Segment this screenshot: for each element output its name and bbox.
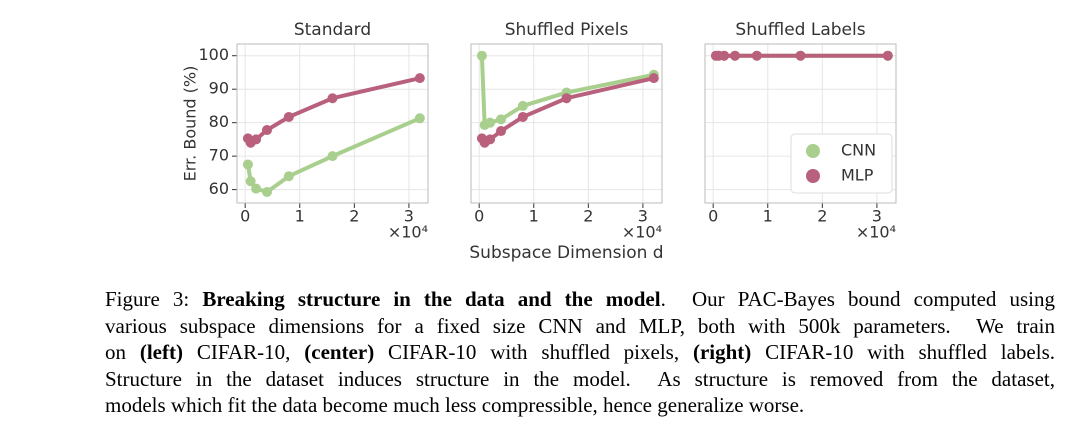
- x-offset-label: ×10⁴: [622, 223, 662, 242]
- data-point: [751, 50, 762, 61]
- caption-line: Figure 3: Breaking structure in the data…: [105, 286, 1055, 313]
- x-tick-label: 0: [708, 207, 718, 226]
- x-tick-label: 2: [349, 207, 359, 226]
- caption-text: CIFAR-10,: [183, 340, 305, 365]
- data-point: [414, 73, 425, 84]
- caption-text: on: [105, 340, 140, 365]
- caption-bold: (center): [304, 340, 375, 365]
- x-tick-label: 3: [872, 207, 882, 226]
- x-axis-label: Subspace Dimension d: [469, 243, 663, 263]
- data-point: [648, 73, 659, 84]
- data-point: [414, 113, 425, 124]
- data-point: [476, 50, 487, 61]
- series-line: [246, 76, 421, 145]
- caption-text: Figure 3:: [105, 287, 203, 311]
- x-tick-label: 3: [404, 207, 414, 226]
- data-point: [485, 117, 496, 128]
- y-tick-label: 80: [209, 112, 229, 131]
- data-point: [517, 100, 528, 111]
- caption-text: . Our PAC-Bayes bound computed using: [660, 287, 1055, 311]
- x-tick-label: 1: [295, 207, 305, 226]
- x-tick-label: 1: [763, 207, 773, 226]
- y-tick-label: 60: [209, 179, 229, 198]
- legend-label: MLP: [841, 166, 874, 185]
- caption-text: models which fit the data become much le…: [105, 393, 805, 418]
- data-point: [242, 159, 253, 170]
- caption-line: various subspace dimensions for a fixed …: [105, 313, 1055, 340]
- panel-title: Shuffled Pixels: [505, 20, 629, 40]
- caption-bold: (left): [139, 340, 183, 365]
- data-point: [561, 93, 572, 104]
- plot-frame: [470, 43, 663, 204]
- data-point: [245, 176, 256, 187]
- data-point: [730, 50, 741, 61]
- panel-title: Standard: [294, 20, 371, 40]
- caption-text: Structure in the dataset induces structu…: [105, 366, 1055, 391]
- caption-line: Structure in the dataset induces structu…: [105, 366, 1055, 393]
- caption-line: on (left) CIFAR-10, (center) CIFAR-10 wi…: [105, 339, 1055, 366]
- plot-frame: [704, 43, 897, 204]
- caption-line: models which fit the data become much le…: [105, 392, 1055, 419]
- x-tick-label: 0: [240, 207, 250, 226]
- x-tick-label: 1: [529, 207, 539, 226]
- data-point: [485, 134, 496, 145]
- data-point: [496, 114, 507, 125]
- data-point: [795, 50, 806, 61]
- x-tick-label: 2: [817, 207, 827, 226]
- panel-title: Shuffled Labels: [735, 20, 865, 40]
- caption-text: CIFAR-10 with shuffled pixels,: [374, 340, 693, 365]
- x-tick-label: 2: [583, 207, 593, 226]
- legend-label: CNN: [841, 141, 876, 160]
- data-point: [251, 134, 262, 145]
- y-tick-label: 100: [198, 45, 229, 64]
- x-tick-label: 3: [638, 207, 648, 226]
- caption-bold: Breaking structure in the data and the m…: [202, 287, 661, 311]
- data-point: [283, 111, 294, 122]
- data-point: [262, 125, 273, 136]
- data-point: [262, 186, 273, 197]
- caption: Figure 3: Breaking structure in the data…: [105, 286, 1055, 419]
- caption-bold: (right): [692, 340, 752, 365]
- data-point: [327, 151, 338, 162]
- legend-marker: [806, 144, 820, 158]
- x-offset-label: ×10⁴: [856, 223, 896, 242]
- y-tick-label: 70: [209, 146, 229, 165]
- plot-frame: [236, 43, 429, 204]
- data-point: [496, 126, 507, 137]
- data-point: [517, 111, 528, 122]
- data-point: [719, 50, 730, 61]
- y-tick-label: 90: [209, 79, 229, 98]
- caption-text: CIFAR-10 with shuffled labels.: [751, 340, 1055, 365]
- data-point: [251, 183, 262, 194]
- caption-text: various subspace dimensions for a fixed …: [105, 313, 1055, 338]
- data-point: [882, 50, 893, 61]
- legend-marker: [806, 169, 820, 183]
- x-offset-label: ×10⁴: [388, 223, 428, 242]
- data-point: [327, 93, 338, 104]
- data-point: [283, 171, 294, 182]
- x-tick-label: 0: [474, 207, 484, 226]
- y-axis-label: Err. Bound (%): [181, 66, 200, 182]
